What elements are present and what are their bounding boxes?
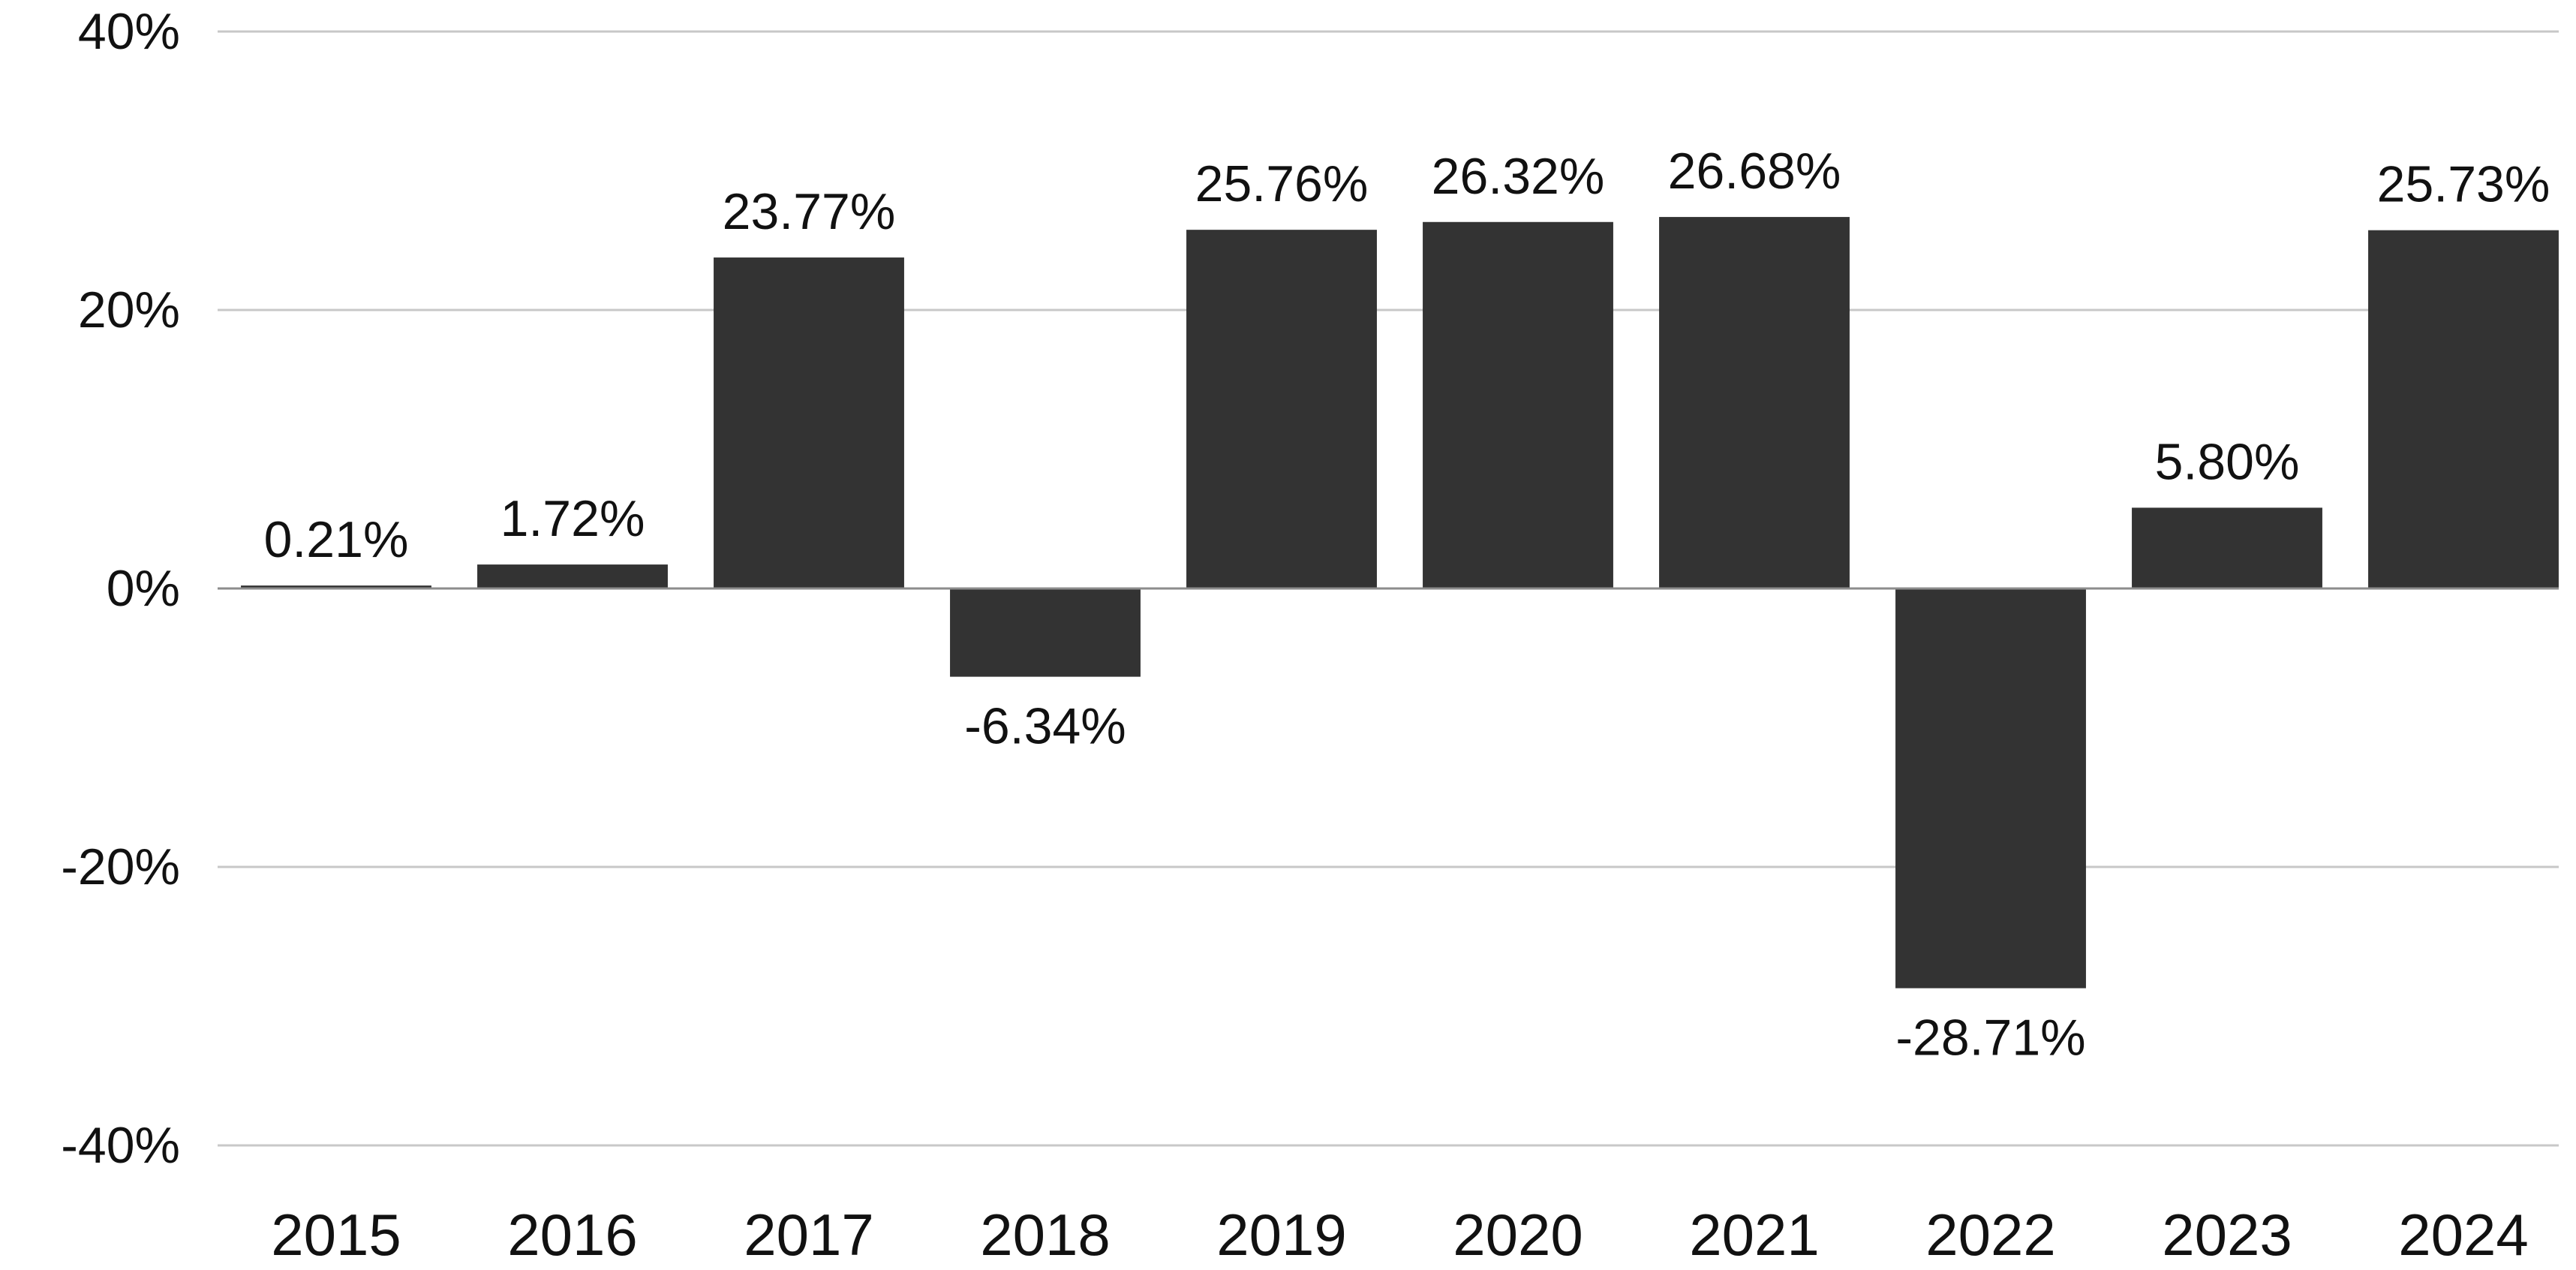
bar: [1186, 230, 1377, 588]
x-tick-label: 2018: [980, 1202, 1111, 1268]
label-layer: 0.21% 1.72% 23.77% -6.34% 25.76% 26.32% 26.68%…: [264, 143, 2550, 1066]
data-label: 26.32%: [1432, 148, 1605, 205]
bar: [2368, 230, 2559, 588]
bar: [714, 257, 904, 588]
y-tick-label: 0%: [107, 560, 180, 617]
x-tick-label: 2024: [2398, 1202, 2529, 1268]
data-label: 5.80%: [2155, 433, 2300, 490]
bar: [2132, 507, 2322, 588]
bar: [1895, 588, 2086, 989]
x-tick-label: 2015: [271, 1202, 401, 1268]
x-tick-label: 2023: [2162, 1202, 2292, 1268]
data-label: -28.71%: [1895, 1009, 2085, 1066]
bar: [950, 588, 1141, 677]
y-tick-label: 40%: [78, 3, 180, 60]
data-label: 1.72%: [500, 490, 645, 547]
x-tick-label: 2017: [744, 1202, 874, 1268]
bar: [1423, 221, 1613, 588]
grid-layer: [218, 30, 2559, 1147]
data-label: 26.68%: [1668, 143, 1841, 200]
data-label: 0.21%: [264, 511, 409, 568]
data-label: -6.34%: [964, 697, 1126, 754]
y-tick-label: -20%: [61, 838, 180, 895]
x-tick-label: 2019: [1216, 1202, 1347, 1268]
y-tick-label: 20%: [78, 281, 180, 339]
x-tick-label: 2016: [507, 1202, 638, 1268]
x-tick-label: 2020: [1453, 1202, 1583, 1268]
bar: [1659, 217, 1850, 588]
data-label: 23.77%: [723, 183, 896, 240]
y-tick-label: -40%: [61, 1117, 180, 1174]
bar-layer: [241, 217, 2559, 989]
data-label: 25.73%: [2377, 156, 2550, 213]
axis-layer: 40% 20% 0% -20% -40% 2015 2016 2017 2018 2019 2020…: [61, 3, 2559, 1268]
x-tick-label: 2021: [1689, 1202, 1820, 1268]
x-tick-label: 2022: [1925, 1202, 2056, 1268]
bar: [477, 564, 668, 588]
bar: [241, 585, 431, 588]
data-label: 25.76%: [1195, 155, 1369, 212]
